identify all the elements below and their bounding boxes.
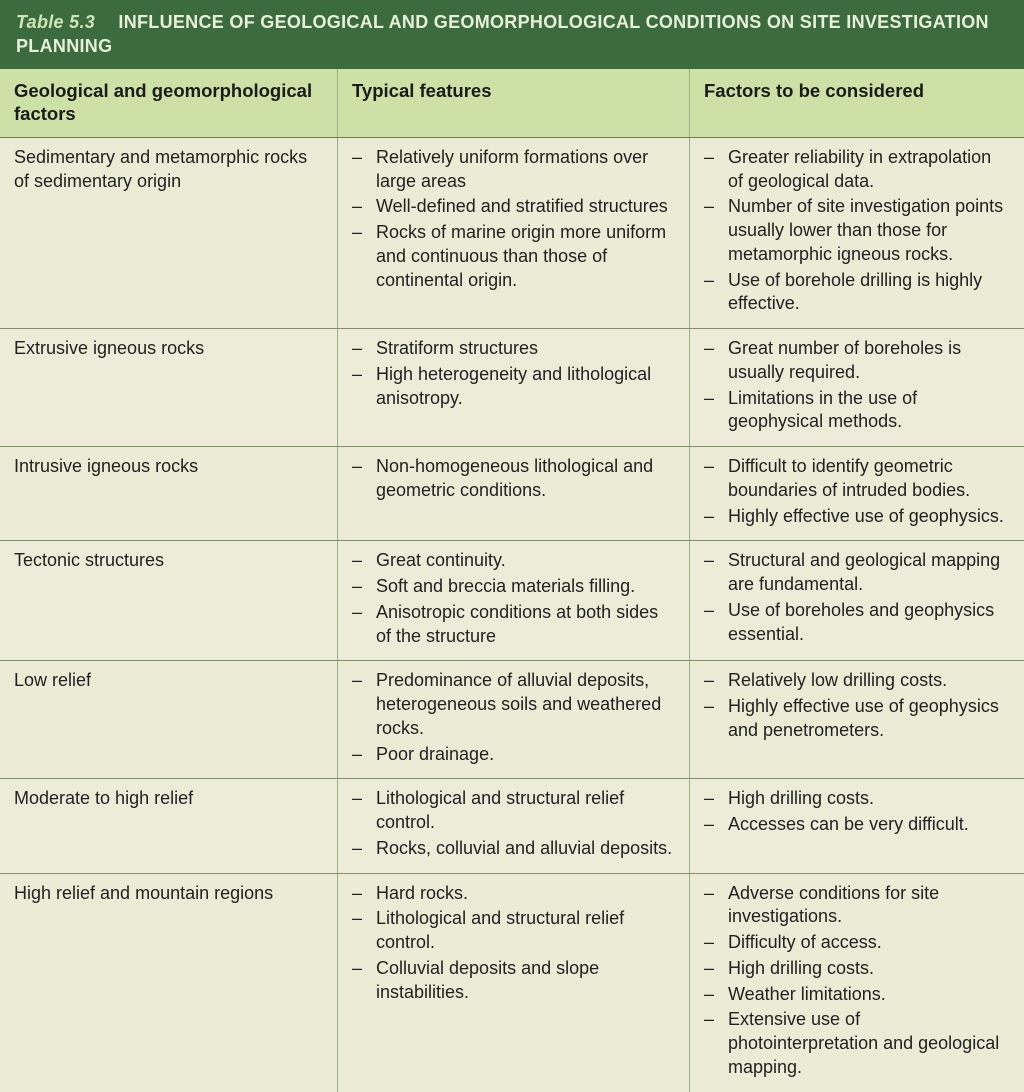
list-item: High drilling costs. [704,787,1010,811]
list-item: Colluvial deposits and slope instabiliti… [352,957,675,1005]
considered-cell: High drilling costs.Accesses can be very… [690,779,1024,872]
considered-list: High drilling costs.Accesses can be very… [704,787,1010,837]
list-item: Hard rocks. [352,882,675,906]
list-item: Rocks, colluvial and alluvial deposits. [352,837,675,861]
list-item: Accesses can be very difficult. [704,813,1010,837]
considered-cell: Relatively low drilling costs.Highly eff… [690,661,1024,778]
list-item: Use of boreholes and geophysics essentia… [704,599,1010,647]
col-header-features: Typical features [338,69,690,137]
list-item: Soft and breccia materials filling. [352,575,675,599]
list-item: Predominance of alluvial deposits, heter… [352,669,675,740]
factor-cell: Extrusive igneous rocks [0,329,338,446]
features-list: Relatively uniform formations over large… [352,146,675,293]
list-item: Highly effective use of geophysics. [704,505,1010,529]
list-item: Great number of boreholes is usually req… [704,337,1010,385]
considered-cell: Great number of boreholes is usually req… [690,329,1024,446]
factor-cell: Low relief [0,661,338,778]
table-row: Intrusive igneous rocks Non-homogeneous l… [0,447,1024,541]
col-header-factors: Geological and geomorphological factors [0,69,338,137]
features-cell: Stratiform structuresHigh heterogeneity … [338,329,690,446]
list-item: Number of site investigation points usua… [704,195,1010,266]
considered-list: Relatively low drilling costs.Highly eff… [704,669,1010,742]
list-item: High drilling costs. [704,957,1010,981]
considered-list: Structural and geological mapping are fu… [704,549,1010,646]
list-item: Lithological and structural relief contr… [352,907,675,955]
table-number: Table 5.3 [16,12,95,32]
list-item: Difficult to identify geometric boundari… [704,455,1010,503]
considered-cell: Structural and geological mapping are fu… [690,541,1024,660]
factor-cell: Sedimentary and metamorphic rocks of sed… [0,138,338,328]
list-item: Rocks of marine origin more uniform and … [352,221,675,292]
table-row: Tectonic structuresGreat continuity.Soft… [0,541,1024,661]
factor-cell: High relief and mountain regions [0,874,338,1092]
table-header-row: Geological and geomorphological factors … [0,69,1024,138]
list-item: Poor drainage. [352,743,675,767]
features-cell: Non-homogeneous lithological and geometr… [338,447,690,540]
features-list: Non-homogeneous lithological and geometr… [352,455,675,503]
considered-cell: Greater reliability in extrapolation of … [690,138,1024,328]
list-item: Non-homogeneous lithological and geometr… [352,455,675,503]
features-cell: Great continuity.Soft and breccia materi… [338,541,690,660]
features-list: Hard rocks.Lithological and structural r… [352,882,675,1005]
geology-table: Table 5.3 INFLUENCE OF GEOLOGICAL AND GE… [0,0,1024,1092]
table-row: Low reliefPredominance of alluvial depos… [0,661,1024,779]
table-row: Extrusive igneous rocksStratiform struct… [0,329,1024,447]
list-item: Relatively uniform formations over large… [352,146,675,194]
list-item: Greater reliability in extrapolation of … [704,146,1010,194]
features-list: Stratiform structuresHigh heterogeneity … [352,337,675,410]
list-item: Lithological and structural relief contr… [352,787,675,835]
col-header-considered: Factors to be considered [690,69,1024,137]
list-item: Stratiform structures [352,337,675,361]
factor-cell: Moderate to high relief [0,779,338,872]
considered-list: Difficult to identify geometric boundari… [704,455,1010,528]
list-item: High heterogeneity and lithological anis… [352,363,675,411]
list-item: Highly effective use of geophysics and p… [704,695,1010,743]
list-item: Anisotropic conditions at both sides of … [352,601,675,649]
list-item: Extensive use of photointerpretation and… [704,1008,1010,1079]
list-item: Great continuity. [352,549,675,573]
list-item: Well-defined and stratified structures [352,195,675,219]
table-body: Sedimentary and metamorphic rocks of sed… [0,138,1024,1092]
table-row: High relief and mountain regionsHard roc… [0,874,1024,1092]
considered-list: Greater reliability in extrapolation of … [704,146,1010,316]
features-cell: Relatively uniform formations over large… [338,138,690,328]
features-cell: Predominance of alluvial deposits, heter… [338,661,690,778]
table-title-row: Table 5.3 INFLUENCE OF GEOLOGICAL AND GE… [0,0,1024,69]
table-row: Sedimentary and metamorphic rocks of sed… [0,138,1024,329]
features-list: Great continuity.Soft and breccia materi… [352,549,675,648]
list-item: Use of borehole drilling is highly effec… [704,269,1010,317]
factor-cell: Intrusive igneous rocks [0,447,338,540]
table-row: Moderate to high relief Lithological and … [0,779,1024,873]
list-item: Adverse conditions for site investigatio… [704,882,1010,930]
considered-list: Adverse conditions for site investigatio… [704,882,1010,1080]
list-item: Weather limitations. [704,983,1010,1007]
features-list: Predominance of alluvial deposits, heter… [352,669,675,766]
considered-cell: Adverse conditions for site investigatio… [690,874,1024,1092]
list-item: Relatively low drilling costs. [704,669,1010,693]
features-cell: Lithological and structural relief contr… [338,779,690,872]
features-list: Lithological and structural relief contr… [352,787,675,860]
list-item: Structural and geological mapping are fu… [704,549,1010,597]
considered-list: Great number of boreholes is usually req… [704,337,1010,434]
features-cell: Hard rocks.Lithological and structural r… [338,874,690,1092]
factor-cell: Tectonic structures [0,541,338,660]
list-item: Limitations in the use of geophysical me… [704,387,1010,435]
table-title: INFLUENCE OF GEOLOGICAL AND GEOMORPHOLOG… [16,12,989,56]
list-item: Difficulty of access. [704,931,1010,955]
considered-cell: Difficult to identify geometric boundari… [690,447,1024,540]
